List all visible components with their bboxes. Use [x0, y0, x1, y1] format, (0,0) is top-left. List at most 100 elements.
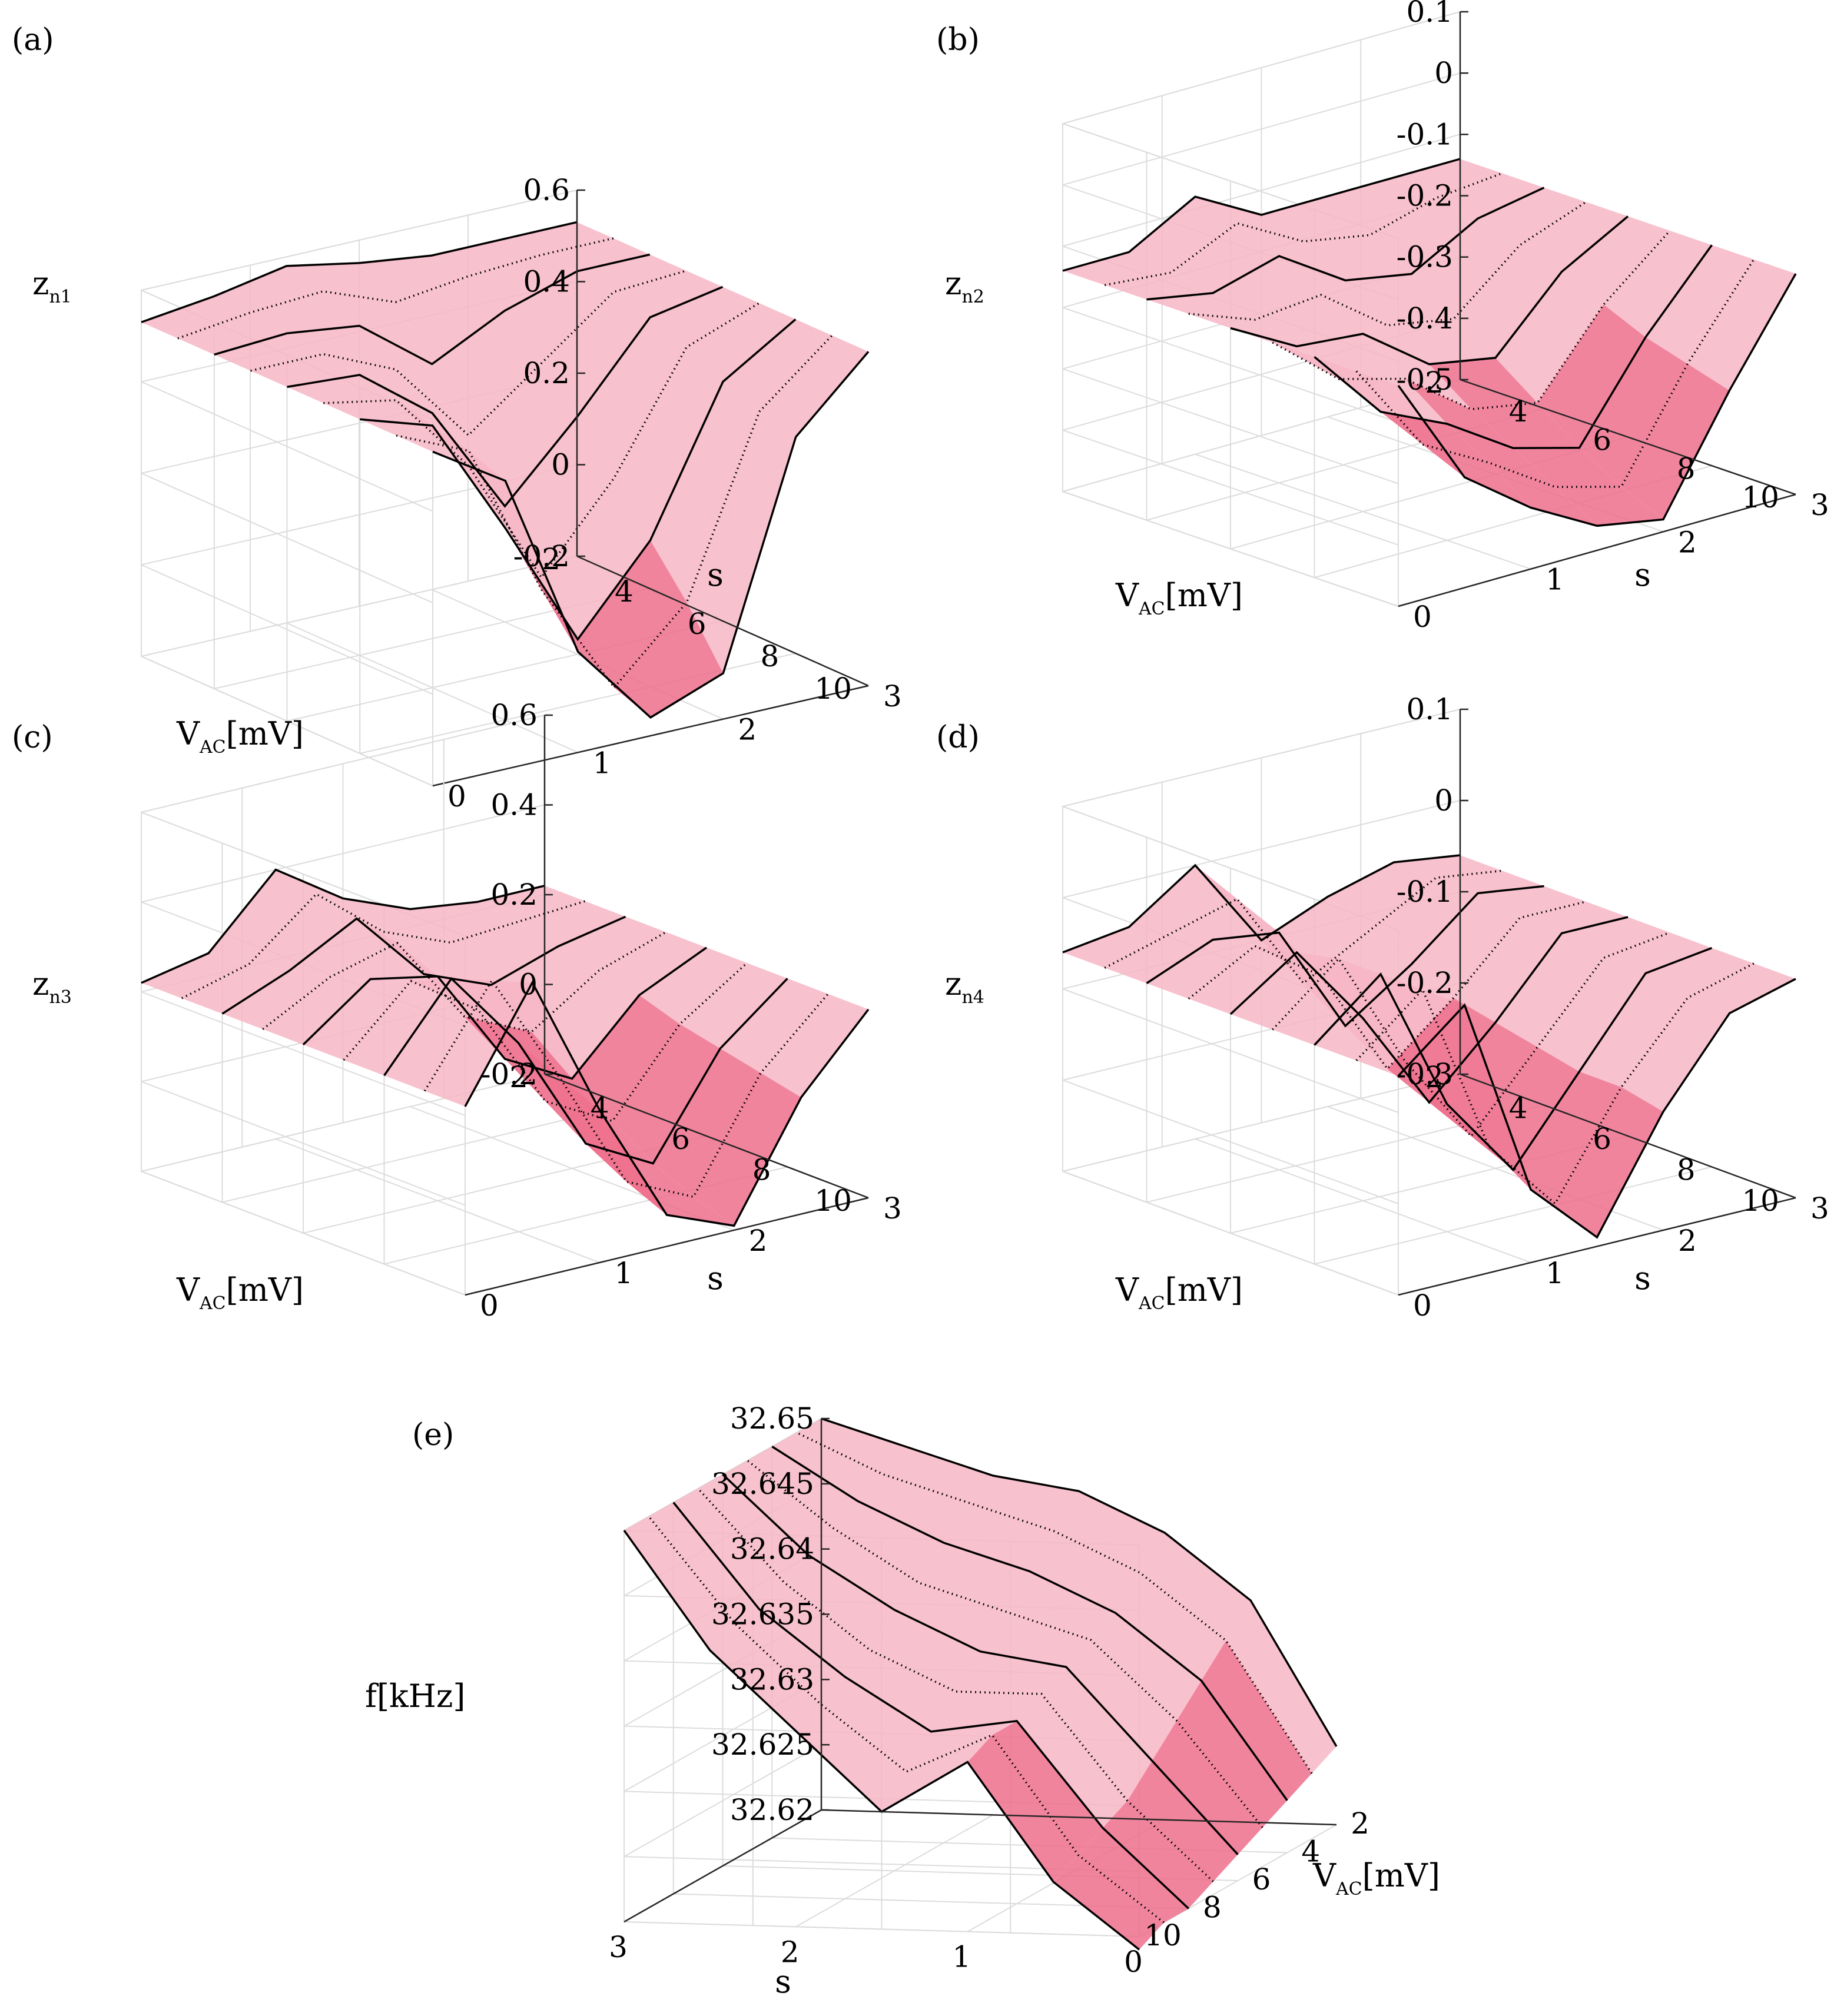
series-curve-vac-10: [1397, 273, 1797, 527]
surface-patch: [1537, 304, 1646, 448]
vac-tick-label: 6: [1593, 1122, 1611, 1156]
surface-patch: [1105, 933, 1213, 984]
surface-patch: [177, 313, 287, 355]
vac-axis-label-sub: AC: [1335, 1879, 1362, 1899]
surface-patch: [1105, 273, 1213, 300]
surface-patch: [343, 978, 452, 1076]
z-tick-label: 0: [551, 448, 570, 482]
floor-gridline: [360, 653, 796, 754]
z-axis-label-main: z: [32, 965, 49, 1002]
surface-patch: [653, 1048, 761, 1197]
surface-patch: [214, 333, 323, 371]
s-tick-label: 3: [883, 1191, 902, 1225]
series-curve-vac-5: [262, 931, 667, 1033]
z-tick-label: -0.5: [1397, 363, 1453, 397]
s-tick-label: 0: [447, 779, 466, 813]
surface-patch: [359, 326, 469, 436]
surface-patch: [1237, 223, 1345, 281]
surface-patch: [468, 363, 578, 507]
surface-patch: [1369, 878, 1478, 964]
surface-patch: [1041, 1667, 1152, 1801]
surface-patch: [1213, 256, 1321, 320]
vac-tick-label: 8: [760, 639, 779, 673]
floor-gridline: [222, 1104, 626, 1203]
vac-axis-label-sub: AC: [1138, 1293, 1165, 1314]
vac-axis-label-unit: [mV]: [1165, 577, 1243, 614]
s-tick-label: 0: [1413, 600, 1432, 634]
series-curve-vac-10: [432, 351, 870, 719]
surface-patch: [772, 1432, 883, 1502]
panel-label: (a): [12, 22, 54, 58]
z-tick-label: 32.62: [730, 1793, 814, 1827]
surface-patch: [1017, 1693, 1127, 1828]
surface-patch: [1422, 444, 1531, 508]
surface-patch: [141, 953, 249, 998]
vac-axis-label-unit: [mV]: [226, 715, 304, 752]
surface-patch: [181, 964, 290, 1014]
vac-axis-line: [544, 1073, 869, 1199]
surface-patch: [650, 381, 760, 603]
surface-patch: [505, 271, 614, 364]
surface-patch: [1328, 862, 1436, 931]
surface-patch: [722, 319, 833, 412]
z-tick-label: -0.1: [1397, 117, 1453, 151]
surface: [141, 221, 870, 719]
series-curve-vac-4: [1146, 885, 1544, 1028]
surface-patch: [967, 1735, 1079, 1882]
surface-patch: [1495, 933, 1604, 1047]
surface-patch: [1090, 1613, 1202, 1721]
surface-patch: [761, 994, 868, 1098]
s-tick-label: 3: [883, 679, 902, 713]
series-curve-vac-3: [796, 1432, 1313, 1774]
surface-patch: [1146, 293, 1255, 320]
surface-patch: [1520, 901, 1628, 934]
surface-patch: [504, 222, 613, 255]
surface-patch: [1394, 159, 1503, 198]
z-tick-label: 0: [519, 968, 538, 1002]
series-curve-vac-4: [1146, 187, 1545, 301]
surface-patch: [1328, 177, 1436, 235]
floor-gridline: [141, 1171, 466, 1296]
surface-patch: [599, 932, 707, 995]
surface-patch: [1029, 1531, 1140, 1613]
series-curve-vac-6: [287, 285, 724, 508]
vac-tick-label: 4: [1509, 1091, 1528, 1125]
vac-tick-label: 10: [1742, 1184, 1779, 1218]
surface-patch: [1321, 295, 1430, 364]
z-tick-label: 32.65: [730, 1401, 814, 1436]
surface-patch: [1201, 1640, 1312, 1801]
surface-patch: [1495, 271, 1604, 403]
surface-patch: [1478, 886, 1586, 918]
s-tick-label: 2: [1678, 525, 1697, 559]
surface-patch: [639, 947, 747, 1024]
surface-patch: [1303, 930, 1412, 1026]
surface-patch: [1188, 946, 1297, 1014]
panel-e: 32.6232.62532.6332.63532.6432.64532.6524…: [365, 1401, 1440, 2000]
vac-tick-label: 8: [1677, 451, 1696, 486]
surface-patch: [541, 478, 651, 640]
z-tick-label: 0: [1434, 56, 1453, 90]
z-axis-label-sub: n1: [49, 287, 71, 307]
surface-patch: [1394, 855, 1503, 878]
floor-gridline: [141, 656, 433, 786]
surface-patch: [276, 869, 384, 932]
s-tick-label: 2: [781, 1935, 800, 1969]
surface-patch: [286, 263, 396, 303]
vac-axis-line: [1460, 1073, 1796, 1199]
z-tick-label: 0.2: [523, 356, 570, 390]
surface-patch: [931, 1691, 1042, 1732]
series-curve-vac-6: [302, 946, 708, 1080]
vac-axis-label: VAC[mV]: [1115, 1271, 1243, 1314]
panel-label: (c): [12, 720, 53, 755]
series-curve-vac-3: [177, 237, 614, 340]
s-tick-label: 0: [1413, 1288, 1432, 1323]
axes: 32.6232.62532.6332.63532.6432.64532.6524…: [609, 1401, 1369, 1979]
z-tick-label: 0.1: [1406, 692, 1453, 726]
surface-patch: [1053, 1855, 1164, 1950]
vac-tick-label: 2: [1425, 1060, 1444, 1094]
surface-patch: [141, 296, 251, 338]
surface-patch: [882, 1447, 993, 1503]
surface-patch: [1429, 1022, 1538, 1137]
surface-patch: [248, 894, 357, 971]
